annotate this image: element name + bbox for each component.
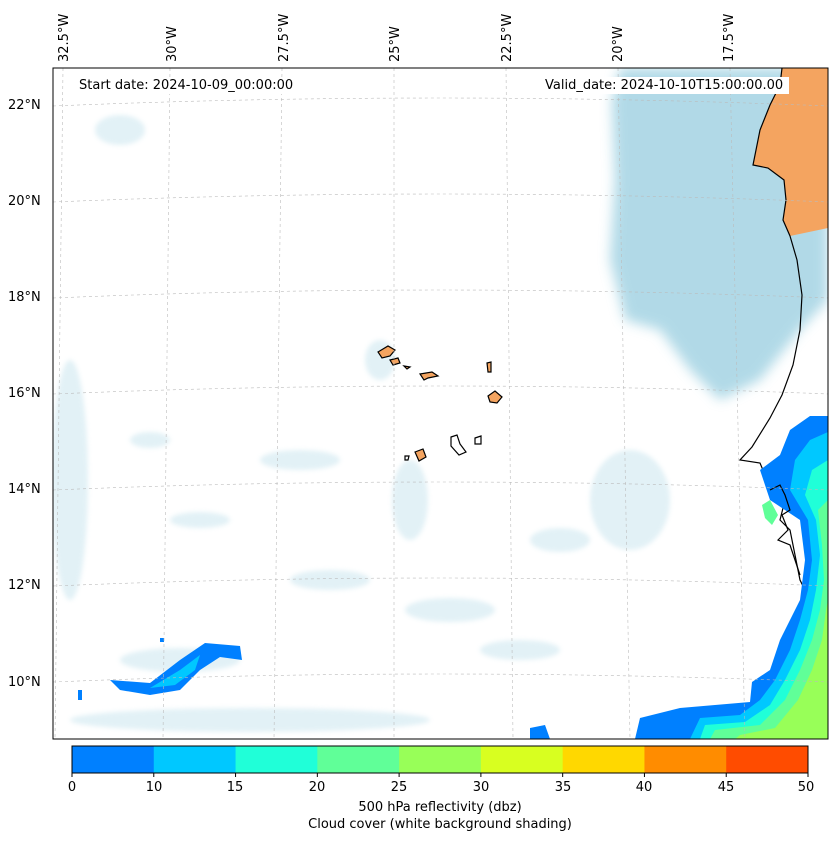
- lat-label: 16°N: [8, 386, 41, 401]
- colorbar-tick-label: 0: [67, 780, 77, 795]
- lon-label: 30°W: [165, 26, 180, 62]
- cape-verde-islands: [377, 345, 503, 462]
- lon-label: 22.5°W: [500, 13, 515, 62]
- lat-label: 22°N: [8, 98, 41, 113]
- lat-label: 10°N: [8, 675, 41, 690]
- colorbar-segment: [726, 746, 809, 773]
- colorbar-frame: [71, 745, 809, 774]
- colorbar-tick-label: 30: [472, 780, 490, 795]
- africa-coastline: [738, 68, 811, 601]
- colorbar-segment: [562, 746, 645, 773]
- colorbar-segment: [153, 746, 237, 773]
- colorbar-tick-label: 35: [554, 780, 572, 795]
- colorbar-segment: [317, 746, 400, 773]
- colorbar-segment: [235, 746, 318, 773]
- colorbar-tick-label: 45: [717, 780, 735, 795]
- colorbar: [71, 746, 809, 777]
- gridlines: [53, 68, 828, 739]
- colorbar-tick-label: 50: [797, 780, 815, 795]
- colorbar-subtitle: Cloud cover (white background shading): [308, 817, 572, 832]
- colorbar-segment: [644, 746, 727, 773]
- lon-label: 17.5°W: [722, 13, 737, 62]
- valid-date-label: Valid_date: 2024-10-10T15:00:00.00: [539, 77, 790, 94]
- coastal-land-outline: [769, 484, 801, 576]
- colorbar-title: 500 hPa reflectivity (dbz): [358, 800, 522, 815]
- colorbar-tick-label: 40: [635, 780, 653, 795]
- colorbar-tick-label: 25: [390, 780, 408, 795]
- colorbar-tick-label: 15: [226, 780, 244, 795]
- lat-label: 18°N: [8, 290, 41, 305]
- lat-label: 14°N: [8, 482, 41, 497]
- lon-label: 25°W: [388, 26, 403, 62]
- start-date-label: Start date: 2024-10-09_00:00:00: [73, 77, 300, 94]
- lat-label: 12°N: [8, 578, 41, 593]
- lon-label: 27.5°W: [277, 13, 292, 62]
- cloud-cover-shading: [53, 115, 670, 732]
- lon-label: 20°W: [611, 26, 626, 62]
- lon-label: 32.5°W: [57, 13, 72, 62]
- colorbar-segment: [72, 746, 155, 773]
- colorbar-tick-label: 20: [308, 780, 326, 795]
- map-frame: [52, 67, 829, 740]
- africa-land: [753, 68, 828, 236]
- reflectivity-echoes: [78, 416, 828, 739]
- colorbar-segment: [399, 746, 482, 773]
- lat-label: 20°N: [8, 194, 41, 209]
- colorbar-segment: [480, 746, 564, 773]
- colorbar-tick-label: 10: [145, 780, 163, 795]
